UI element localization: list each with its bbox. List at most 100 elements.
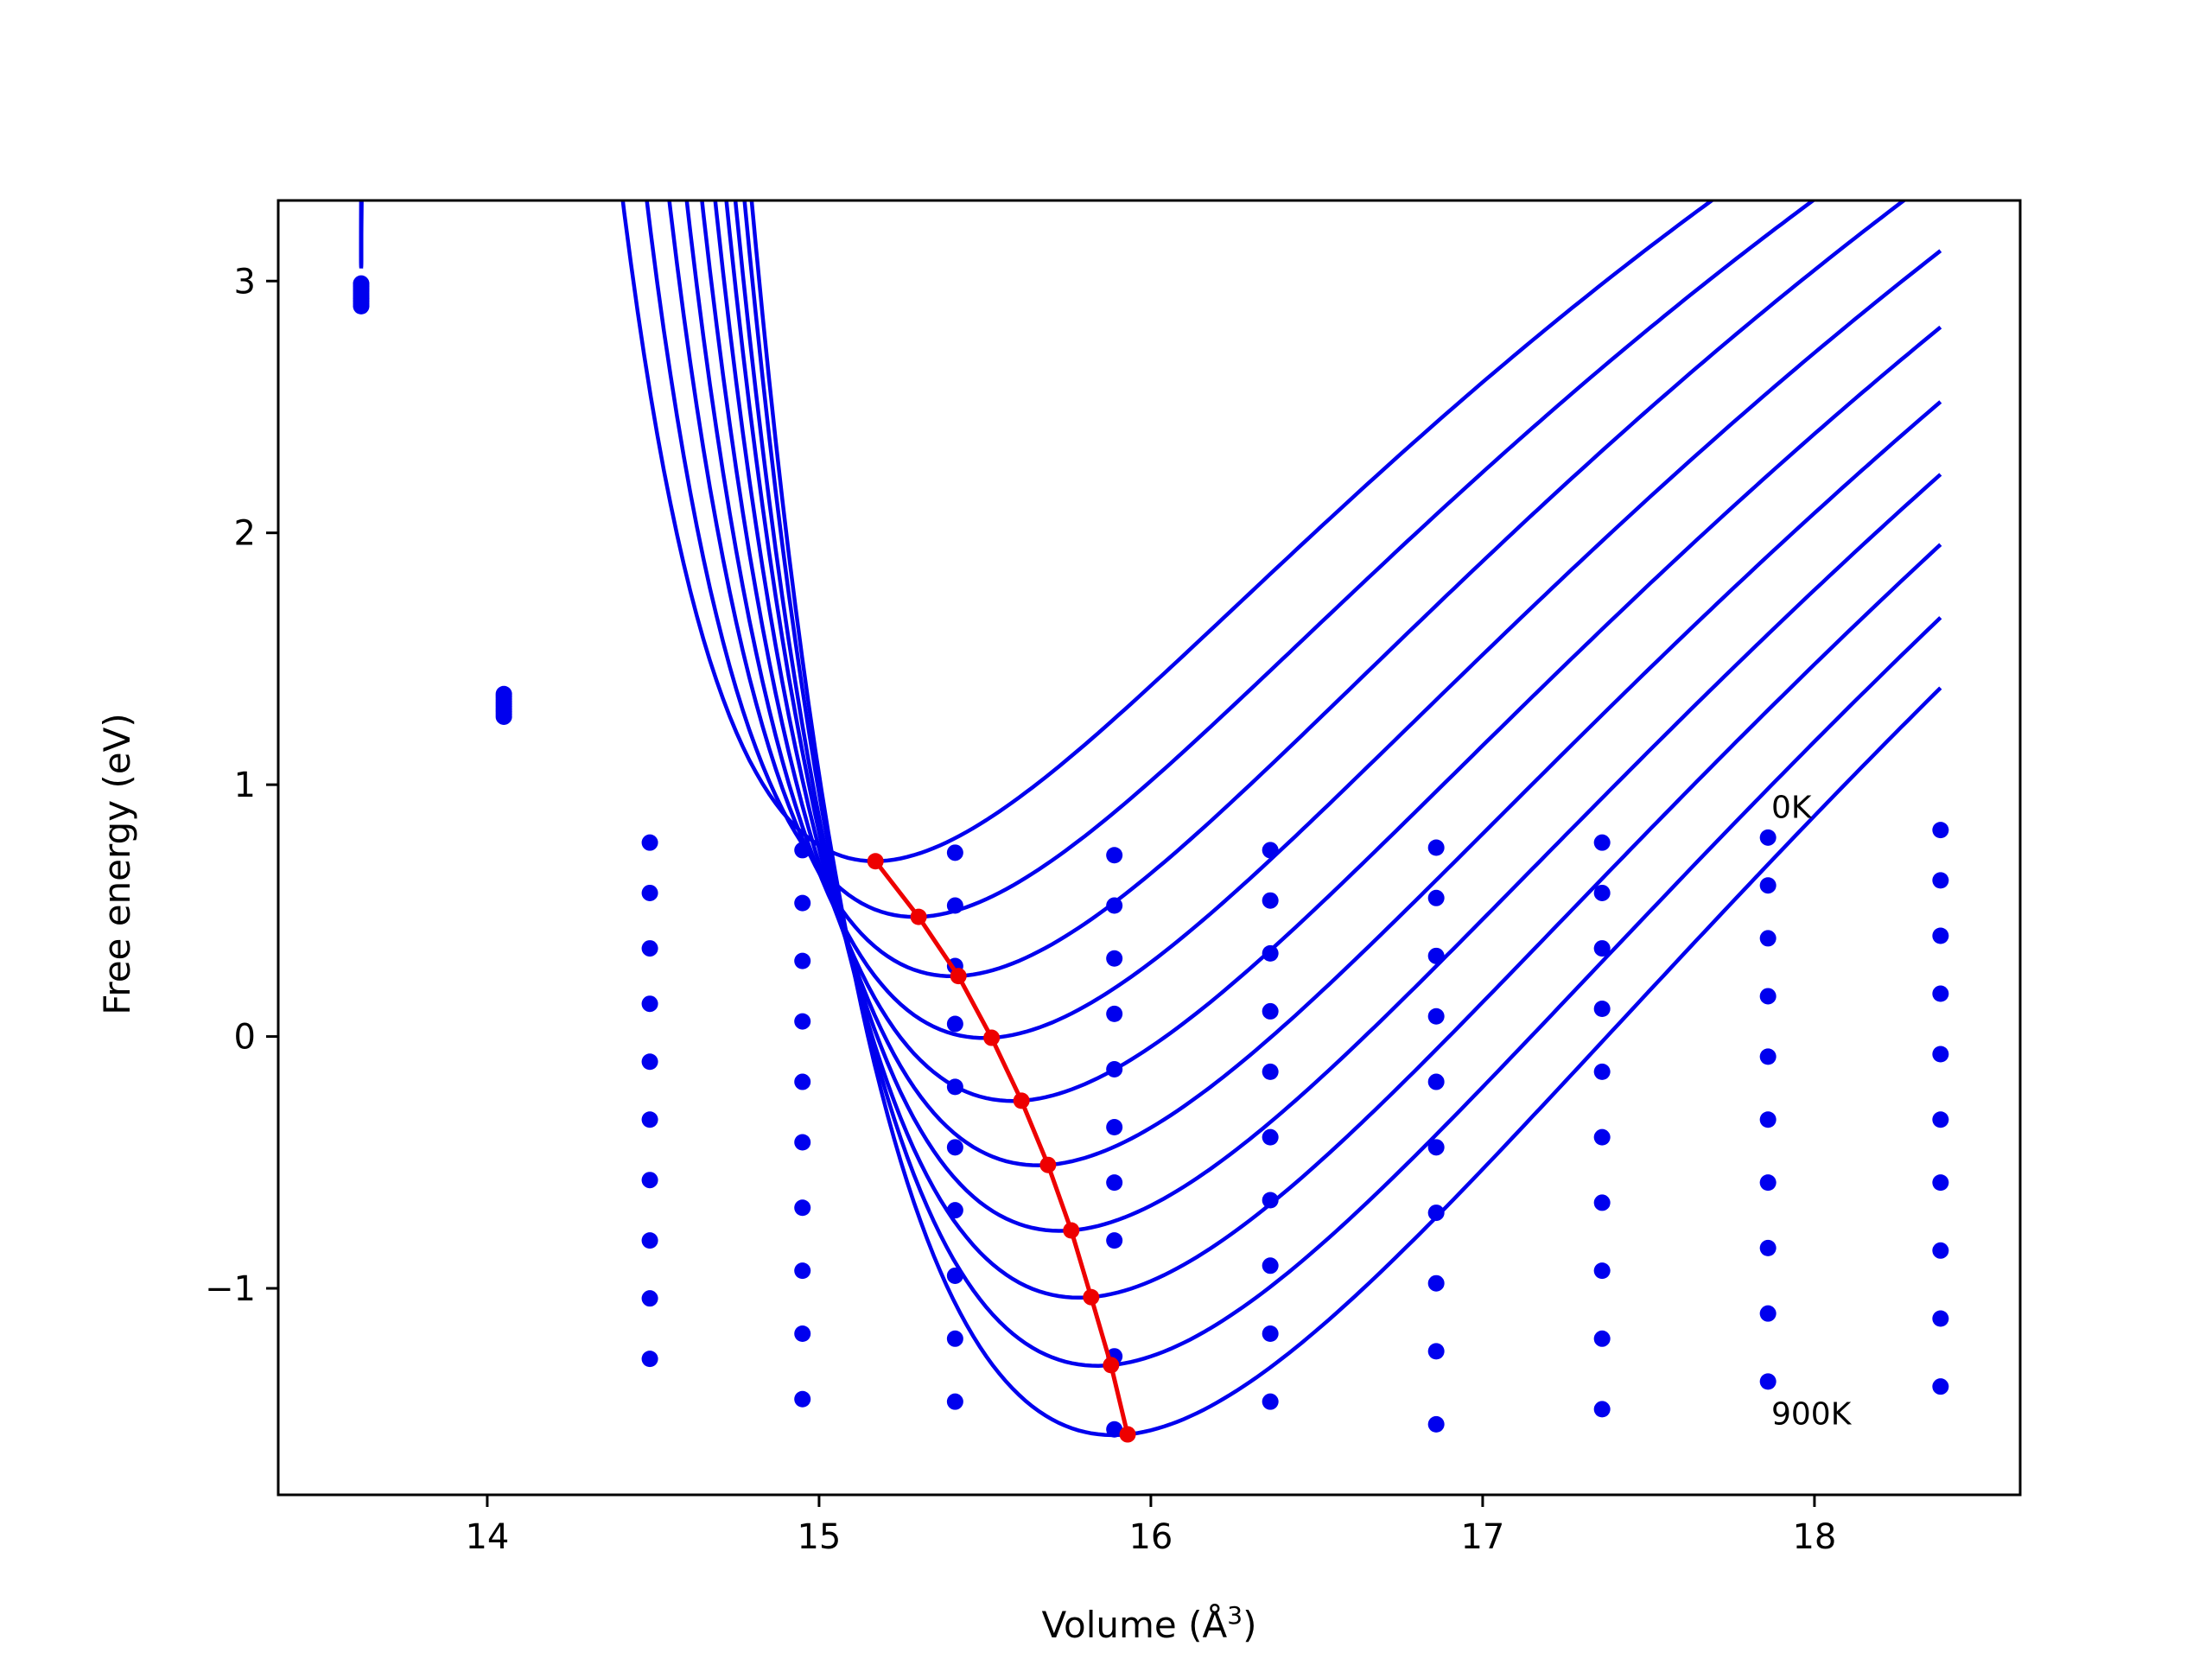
fit-curve-500K <box>359 200 1942 1167</box>
minimum-point <box>1083 1288 1100 1306</box>
data-point-100K <box>1262 892 1279 909</box>
data-point-0K <box>1427 839 1445 856</box>
y-tick-label: 1 <box>234 766 256 805</box>
y-axis-label: Free energy (eV) <box>96 713 138 1015</box>
data-point-800K <box>641 1290 658 1307</box>
data-point-200K <box>794 952 811 969</box>
fit-curve-600K <box>359 200 1942 1233</box>
data-point-100K <box>794 894 811 912</box>
minimum-point <box>983 1029 1001 1046</box>
fit-curve-900K <box>359 200 1942 1438</box>
x-axis-label-superscript: 3 <box>1227 1601 1243 1630</box>
data-point-400K <box>1932 1046 1949 1063</box>
data-point-900K <box>1932 1378 1949 1395</box>
fit-curve-700K <box>359 200 1942 1300</box>
data-point-800K <box>1593 1330 1611 1347</box>
data-point-800K <box>1427 1343 1445 1360</box>
data-point-300K <box>1106 1005 1123 1022</box>
fit-curve-800K <box>359 200 1942 1368</box>
data-point-900K <box>353 275 370 292</box>
data-point-200K <box>1106 950 1123 967</box>
minimum-point <box>1063 1222 1080 1239</box>
x-tick-label: 18 <box>1792 1517 1836 1557</box>
y-tick-label: 2 <box>234 514 256 554</box>
data-point-500K <box>1262 1128 1279 1146</box>
curve-annotation-label: 900K <box>1771 1397 1853 1433</box>
data-point-400K <box>1427 1073 1445 1090</box>
data-point-400K <box>1262 1063 1279 1080</box>
data-point-600K <box>1932 1174 1949 1192</box>
data-point-900K <box>1262 1393 1279 1410</box>
data-point-100K <box>1593 884 1611 901</box>
y-tick-label: −1 <box>205 1269 256 1309</box>
data-point-300K <box>1262 1002 1279 1020</box>
data-point-500K <box>1427 1139 1445 1156</box>
data-point-700K <box>1759 1239 1777 1256</box>
fit-curve-400K <box>359 200 1942 1103</box>
data-point-400K <box>794 1073 811 1090</box>
data-point-200K <box>1932 927 1949 944</box>
data-point-800K <box>794 1325 811 1342</box>
data-point-600K <box>1759 1174 1777 1192</box>
data-point-900K <box>641 1351 658 1368</box>
data-point-600K <box>1593 1194 1611 1211</box>
minimum-point <box>950 968 967 985</box>
data-point-300K <box>1759 988 1777 1005</box>
data-point-0K <box>1932 822 1949 839</box>
data-point-700K <box>1106 1232 1123 1249</box>
data-point-300K <box>641 995 658 1013</box>
x-axis-label: Volume (Å3) <box>1042 1601 1257 1646</box>
data-point-400K <box>1106 1060 1123 1077</box>
data-point-0K <box>1106 847 1123 864</box>
data-point-600K <box>1427 1205 1445 1222</box>
minimum-point <box>1119 1426 1136 1443</box>
data-point-0K <box>946 844 963 861</box>
minimum-point <box>1039 1156 1057 1173</box>
data-point-200K <box>1759 930 1777 947</box>
data-point-300K <box>1932 985 1949 1002</box>
data-point-700K <box>1427 1274 1445 1292</box>
y-tick-label: 3 <box>234 262 256 302</box>
data-point-100K <box>1427 889 1445 906</box>
data-point-400K <box>1759 1048 1777 1065</box>
data-point-500K <box>641 1111 658 1128</box>
minimum-path-line <box>874 860 1130 1435</box>
data-point-900K <box>495 708 512 725</box>
data-point-0K <box>1759 829 1777 846</box>
data-point-700K <box>794 1262 811 1280</box>
x-tick-label: 15 <box>797 1517 841 1557</box>
data-point-100K <box>946 897 963 914</box>
fit-curve-300K <box>359 200 1942 1040</box>
data-point-200K <box>1593 940 1611 957</box>
data-point-600K <box>794 1199 811 1217</box>
data-point-600K <box>641 1172 658 1189</box>
x-tick-label: 14 <box>465 1517 509 1557</box>
data-point-500K <box>1593 1128 1611 1146</box>
data-point-700K <box>641 1232 658 1249</box>
data-point-500K <box>1932 1111 1949 1128</box>
y-tick-label: 0 <box>234 1018 256 1058</box>
data-point-400K <box>946 1078 963 1096</box>
data-point-600K <box>1106 1174 1123 1192</box>
data-point-500K <box>1759 1111 1777 1128</box>
minimum-point <box>1013 1092 1030 1109</box>
data-point-0K <box>641 834 658 851</box>
data-point-700K <box>1932 1242 1949 1259</box>
data-point-800K <box>946 1330 963 1347</box>
data-point-200K <box>641 940 658 957</box>
data-point-700K <box>1593 1262 1611 1280</box>
data-point-500K <box>1106 1118 1123 1135</box>
data-point-400K <box>641 1053 658 1071</box>
fit-curve-200K <box>359 200 1908 979</box>
x-tick-label: 16 <box>1128 1517 1173 1557</box>
data-point-500K <box>794 1134 811 1151</box>
plot-area <box>353 200 1949 1443</box>
data-point-900K <box>1106 1421 1123 1438</box>
data-point-0K <box>1593 834 1611 851</box>
data-point-300K <box>1593 1001 1611 1018</box>
curve-annotation-label: 0K <box>1771 790 1813 825</box>
data-point-800K <box>1932 1310 1949 1327</box>
data-point-300K <box>1427 1007 1445 1025</box>
data-point-900K <box>794 1390 811 1408</box>
